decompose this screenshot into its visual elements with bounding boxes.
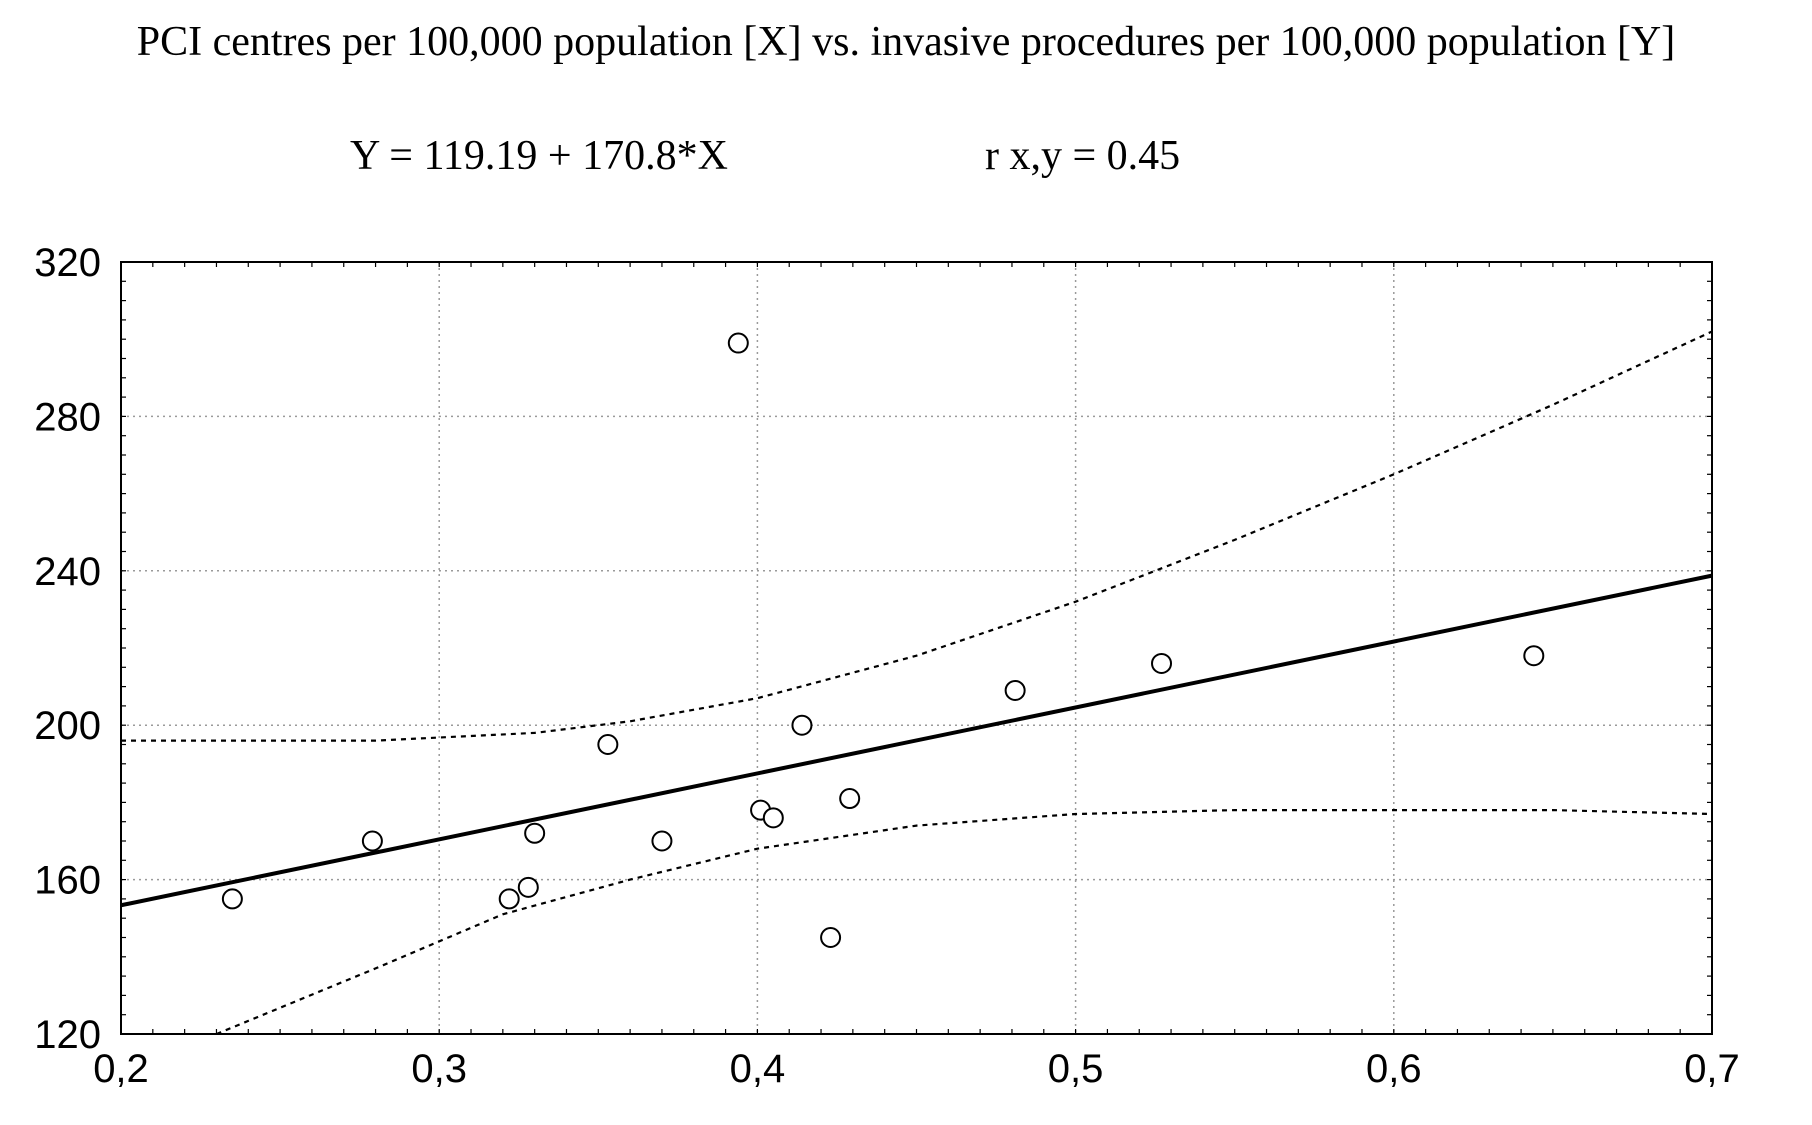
data-point — [221, 888, 243, 910]
x-tick-label: 0,4 — [730, 1047, 786, 1091]
confidence-band-upper — [121, 330, 1713, 742]
data-point — [524, 822, 546, 844]
y-tick-label: 240 — [34, 550, 101, 594]
y-tick-label: 120 — [34, 1013, 101, 1057]
data-point — [1523, 645, 1545, 667]
x-tick-label: 0,6 — [1366, 1047, 1422, 1091]
data-point — [597, 734, 619, 755]
regression-line — [120, 573, 1713, 908]
data-point — [762, 807, 784, 829]
y-axis-ticks: 120 160 200 240 280 320 — [34, 241, 101, 1057]
data-point — [517, 876, 539, 898]
data-point — [1004, 679, 1026, 701]
data-point — [498, 888, 520, 910]
data-points — [221, 332, 1545, 948]
minor-ticks — [120, 261, 1713, 1035]
data-point — [361, 830, 383, 852]
y-tick-label: 320 — [34, 241, 101, 285]
regression-line-group — [120, 573, 1713, 908]
data-point — [839, 788, 861, 810]
correlation-coefficient: r x,y = 0.45 — [985, 133, 1181, 179]
x-axis-ticks: 0,2 0,3 0,4 0,5 0,6 0,7 — [93, 1047, 1740, 1091]
data-point — [1151, 652, 1173, 674]
data-point — [727, 332, 749, 354]
data-point — [791, 714, 813, 736]
x-tick-label: 0,5 — [1048, 1047, 1104, 1091]
plot-frame — [120, 261, 1713, 1035]
x-tick-label: 0,2 — [93, 1047, 149, 1091]
y-tick-label: 280 — [34, 395, 101, 439]
confidence-band-lower — [216, 809, 1713, 1036]
confidence-bands — [121, 330, 1713, 1036]
regression-equation: Y = 119.19 + 170.8*X — [350, 133, 728, 179]
x-tick-label: 0,7 — [1684, 1047, 1740, 1091]
grid-lines — [121, 262, 1712, 1034]
data-point — [820, 927, 842, 948]
data-point — [651, 830, 673, 852]
x-tick-label: 0,3 — [411, 1047, 467, 1091]
y-tick-label: 200 — [34, 704, 101, 748]
chart-title: PCI centres per 100,000 population [X] v… — [136, 19, 1676, 65]
y-tick-label: 160 — [34, 859, 101, 903]
